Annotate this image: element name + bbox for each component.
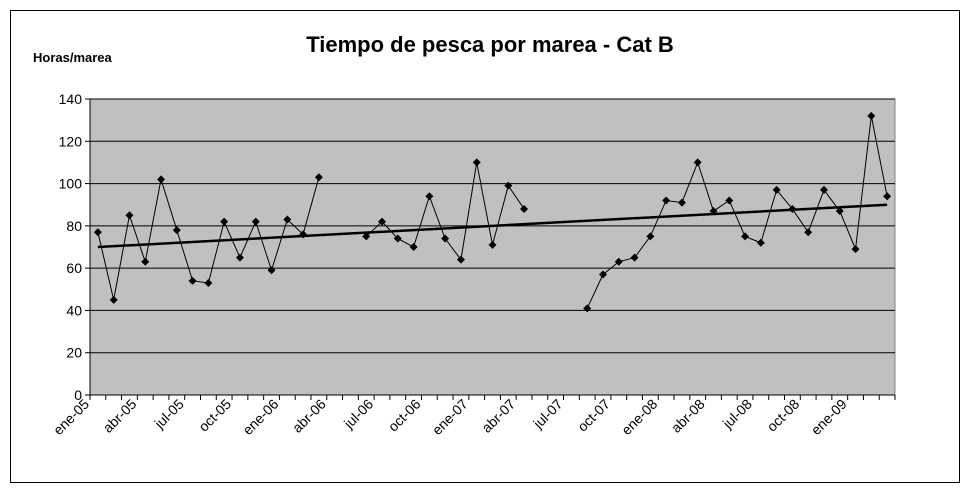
data-point [835, 207, 844, 216]
data-point [267, 266, 276, 275]
data-point [425, 192, 434, 201]
data-point [614, 257, 623, 266]
data-point [756, 238, 765, 247]
data-point [378, 217, 387, 226]
data-point [125, 211, 134, 220]
data-point [314, 173, 323, 182]
data-point [772, 185, 781, 194]
data-point [93, 228, 102, 237]
data-point [583, 304, 592, 313]
y-tick-label: 140 [59, 91, 83, 107]
data-point [251, 217, 260, 226]
y-tick-label: 0 [74, 387, 82, 403]
data-point [204, 278, 213, 287]
data-point [409, 243, 418, 251]
data-point [235, 253, 244, 262]
data-point [472, 158, 481, 167]
data-point [819, 185, 828, 194]
data-point [283, 215, 292, 224]
data-point [157, 175, 166, 184]
y-tick-label: 80 [66, 218, 82, 234]
data-point [693, 158, 702, 167]
y-tick-label: 120 [59, 133, 83, 149]
data-point [677, 198, 686, 207]
data-point [883, 192, 892, 201]
data-point [851, 245, 860, 254]
data-point [362, 232, 371, 241]
chart-title: Tiempo de pesca por marea - Cat B [306, 32, 674, 57]
y-tick-label: 20 [66, 345, 82, 361]
data-point [488, 240, 497, 249]
data-point [741, 232, 750, 241]
data-point [804, 228, 813, 237]
data-point [188, 276, 197, 285]
data-point [646, 232, 655, 241]
y-tick-label: 100 [59, 176, 83, 192]
y-tick-label: 40 [66, 302, 82, 318]
y-tick-label: 60 [66, 260, 82, 276]
data-point [867, 111, 876, 120]
data-point [520, 204, 529, 213]
data-point [630, 253, 639, 262]
data-point [393, 234, 402, 243]
data-point [662, 196, 671, 205]
data-point [504, 181, 513, 190]
data-point [172, 226, 181, 235]
data-point [725, 196, 734, 205]
data-point [109, 295, 118, 304]
y-axis-label: Horas/marea [33, 50, 113, 65]
data-point [456, 255, 465, 264]
data-point [141, 257, 150, 266]
data-point [220, 217, 229, 226]
data-point [441, 234, 450, 243]
data-point [598, 270, 607, 279]
trendline [97, 203, 888, 249]
